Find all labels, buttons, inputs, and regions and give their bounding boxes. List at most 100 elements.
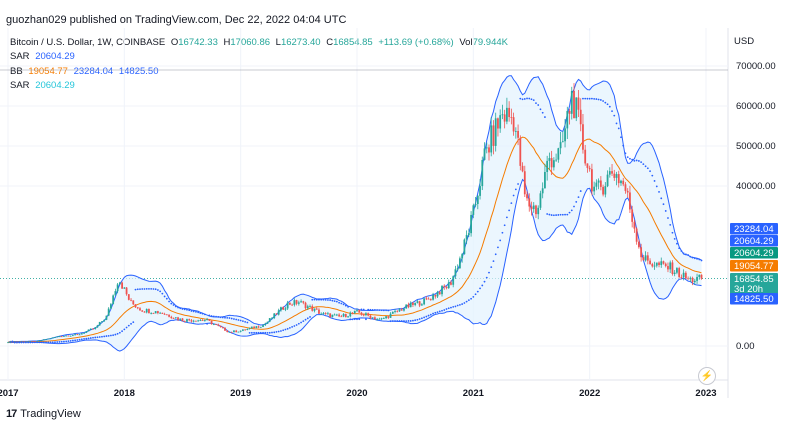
sar-dot: [190, 310, 193, 312]
candle-body: [226, 330, 229, 333]
sar-dot: [394, 320, 396, 322]
candle-body: [183, 321, 186, 322]
candle-body: [396, 310, 399, 312]
candle-body: [689, 277, 692, 280]
sar-dot: [499, 239, 502, 242]
sar-dot: [304, 318, 307, 321]
candle-body: [579, 109, 582, 125]
sar-dot: [118, 331, 121, 334]
candle-body: [297, 302, 300, 304]
price-tag: 20604.29: [730, 247, 778, 259]
sar-dot: [667, 217, 669, 219]
candle-body: [277, 310, 280, 315]
sar-dot: [407, 320, 410, 322]
sar-dot: [465, 300, 468, 303]
sar-dot: [215, 315, 217, 318]
sar-dot: [322, 298, 325, 301]
candle-body: [302, 301, 305, 303]
candle-body: [492, 125, 495, 146]
sar-dot: [177, 306, 179, 309]
candle-body: [530, 206, 533, 210]
sar-dot: [226, 316, 229, 319]
sar-dot: [611, 110, 613, 112]
candle-body: [300, 301, 302, 303]
candle-body: [264, 323, 267, 326]
candle-body: [523, 171, 526, 195]
sar-dot: [508, 209, 511, 212]
price-tag-text: 19054.77: [734, 261, 774, 272]
candle-body: [373, 317, 376, 320]
candle-body: [329, 313, 332, 318]
sar-dot: [242, 320, 244, 323]
sar-dot: [250, 331, 253, 334]
sar-value-2: 20604.29: [35, 79, 75, 91]
tradingview-footer[interactable]: 17 TradingView: [6, 408, 81, 420]
sar-indicator-row-2[interactable]: SAR 20604.29: [10, 79, 508, 93]
bb-indicator-row[interactable]: BB 19054.77 23284.04 14825.50: [10, 65, 508, 79]
candle-body: [190, 320, 193, 322]
candle-body: [340, 316, 343, 318]
price-tag-bg: [730, 293, 778, 305]
candle-body: [338, 314, 341, 317]
candle-body: [620, 180, 622, 184]
candle-body: [550, 158, 553, 168]
candle-body: [429, 299, 432, 300]
sar-dot: [56, 341, 59, 343]
candle-body: [485, 147, 488, 149]
candle-body: [286, 302, 289, 309]
candle-body: [552, 160, 555, 168]
sar-dot: [602, 100, 604, 102]
candle-body: [432, 294, 434, 300]
candle-body: [456, 268, 459, 270]
vol-label: Vol: [459, 37, 473, 48]
candle-body: [398, 309, 401, 312]
candle-body: [420, 304, 423, 306]
candle-body: [246, 328, 249, 331]
sar-dot: [494, 253, 497, 256]
open-value: 16742.33: [178, 37, 218, 48]
sar-dot: [212, 315, 215, 318]
sar-dot: [282, 329, 285, 332]
sar-dot: [349, 318, 352, 321]
candle-body: [517, 130, 519, 138]
candle-body: [159, 312, 162, 314]
sar-dot: [501, 231, 504, 234]
sar-dot: [199, 312, 202, 314]
lightning-icon[interactable]: ⚡: [698, 367, 716, 385]
sar-dot: [454, 305, 457, 308]
sar-indicator-row[interactable]: SAR 20604.29: [10, 50, 508, 64]
candle-body: [391, 311, 394, 314]
candle-body: [228, 331, 231, 333]
sar-dot: [523, 98, 526, 100]
candle-body: [322, 312, 325, 314]
sar-dot: [170, 302, 173, 305]
sar-dot: [488, 271, 490, 274]
sar-dot: [130, 322, 132, 325]
sar-dot: [342, 303, 345, 306]
candle-body: [687, 278, 690, 280]
candle-body: [450, 282, 452, 285]
candle-body: [644, 255, 647, 261]
candle-body: [125, 287, 128, 295]
sar-dot: [74, 339, 77, 342]
sar-dot: [400, 320, 403, 322]
sar-dot: [463, 302, 466, 304]
sar-dot: [492, 260, 495, 262]
sar-dot: [579, 190, 582, 192]
sar-dot: [186, 308, 188, 311]
sar-dot: [629, 157, 631, 160]
candle-body: [595, 182, 598, 187]
candle-body: [250, 326, 253, 328]
candle-body: [646, 255, 649, 261]
symbol-title: Bitcoin / U.S. Dollar, 1W, COINBASE: [10, 37, 166, 48]
chart-legend: Bitcoin / U.S. Dollar, 1W, COINBASE O167…: [10, 36, 508, 93]
change-value: +113.69 (+0.68%): [378, 37, 454, 48]
sar-dot: [432, 312, 434, 315]
sar-dot: [347, 305, 349, 308]
sar-dot: [344, 304, 347, 307]
price-tick-label: 50000.00: [736, 141, 776, 152]
symbol-ohlc-row[interactable]: Bitcoin / U.S. Dollar, 1W, COINBASE O167…: [10, 36, 508, 50]
parabolic-sar: [11, 97, 703, 344]
sar-dot: [253, 331, 255, 334]
